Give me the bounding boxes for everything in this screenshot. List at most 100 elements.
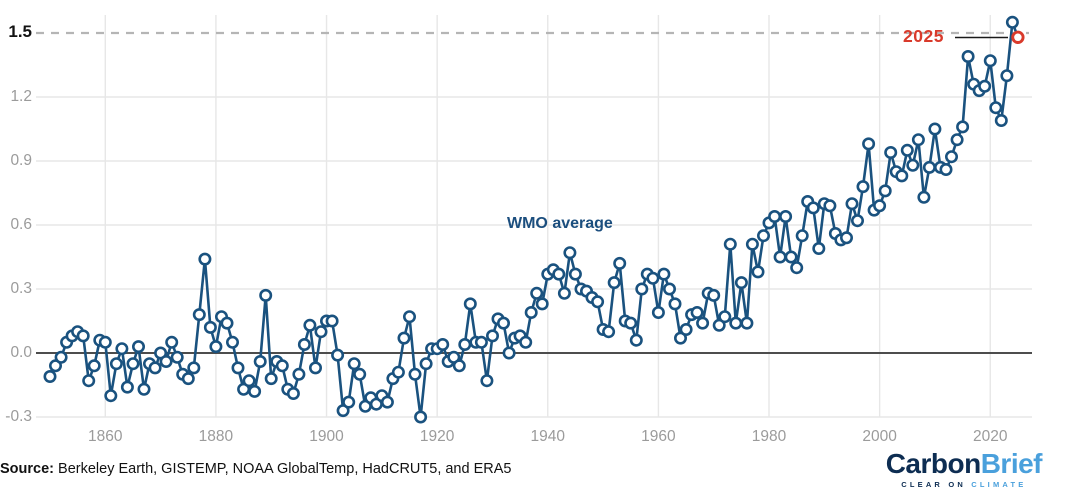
data-point[interactable] xyxy=(485,329,499,343)
data-point[interactable] xyxy=(944,150,958,164)
data-point[interactable] xyxy=(132,340,146,354)
data-point[interactable] xyxy=(989,101,1003,115)
data-point[interactable] xyxy=(740,316,754,330)
data-point[interactable] xyxy=(524,305,538,319)
data-point[interactable] xyxy=(242,374,256,388)
data-point[interactable] xyxy=(187,361,201,375)
data-point[interactable] xyxy=(408,367,422,381)
data-point[interactable] xyxy=(181,372,195,386)
data-point[interactable] xyxy=(159,354,173,368)
data-point[interactable] xyxy=(862,137,876,151)
data-point[interactable] xyxy=(165,335,179,349)
data-point[interactable] xyxy=(303,318,317,332)
data-point[interactable] xyxy=(768,210,782,224)
data-point[interactable] xyxy=(275,359,289,373)
carbonbrief-logo[interactable]: CarbonBrief CLEAR ON CLIMATE xyxy=(886,450,1043,490)
data-point[interactable] xyxy=(402,310,416,324)
data-point[interactable] xyxy=(54,350,68,364)
data-point[interactable] xyxy=(795,229,809,243)
data-point[interactable] xyxy=(436,337,450,351)
data-point[interactable] xyxy=(137,382,151,396)
data-point[interactable] xyxy=(414,410,428,424)
data-point[interactable] xyxy=(1005,15,1019,29)
data-point[interactable] xyxy=(873,199,887,213)
data-point[interactable] xyxy=(76,329,90,343)
data-point[interactable] xyxy=(568,267,582,281)
data-point[interactable] xyxy=(635,282,649,296)
data-point[interactable] xyxy=(662,282,676,296)
data-point[interactable] xyxy=(286,386,300,400)
data-point[interactable] xyxy=(629,333,643,347)
data-point[interactable] xyxy=(120,380,134,394)
data-point[interactable] xyxy=(911,133,925,147)
data-point[interactable] xyxy=(994,114,1008,128)
data-point[interactable] xyxy=(712,318,726,332)
data-point[interactable] xyxy=(922,160,936,174)
data-point[interactable] xyxy=(209,340,223,354)
data-point[interactable] xyxy=(823,199,837,213)
data-point[interactable] xyxy=(673,331,687,345)
data-point[interactable] xyxy=(607,276,621,290)
data-point[interactable] xyxy=(502,346,516,360)
data-point[interactable] xyxy=(253,354,267,368)
data-point[interactable] xyxy=(463,297,477,311)
data-point[interactable] xyxy=(331,348,345,362)
data-point[interactable] xyxy=(170,350,184,364)
data-point[interactable] xyxy=(496,316,510,330)
data-point[interactable] xyxy=(264,372,278,386)
data-point[interactable] xyxy=(779,210,793,224)
data-point[interactable] xyxy=(950,133,964,147)
data-point[interactable] xyxy=(530,286,544,300)
data-point[interactable] xyxy=(535,297,549,311)
data-point[interactable] xyxy=(192,308,206,322)
data-point[interactable] xyxy=(729,316,743,330)
data-point[interactable] xyxy=(148,361,162,375)
data-point-highlight-2025[interactable] xyxy=(1011,30,1025,44)
data-point[interactable] xyxy=(452,359,466,373)
data-point[interactable] xyxy=(1000,69,1014,83)
data-point[interactable] xyxy=(82,374,96,388)
data-point[interactable] xyxy=(718,310,732,324)
data-point[interactable] xyxy=(342,395,356,409)
data-point[interactable] xyxy=(353,367,367,381)
data-point[interactable] xyxy=(474,335,488,349)
data-point[interactable] xyxy=(679,322,693,336)
data-point[interactable] xyxy=(325,314,339,328)
data-point[interactable] xyxy=(845,197,859,211)
data-point[interactable] xyxy=(900,143,914,157)
data-point[interactable] xyxy=(856,180,870,194)
data-point[interactable] xyxy=(297,337,311,351)
data-point[interactable] xyxy=(646,271,660,285)
data-point[interactable] xyxy=(895,169,909,183)
data-point[interactable] xyxy=(812,242,826,256)
data-point[interactable] xyxy=(884,146,898,160)
data-point[interactable] xyxy=(651,305,665,319)
data-point[interactable] xyxy=(696,316,710,330)
data-point[interactable] xyxy=(43,369,57,383)
data-point[interactable] xyxy=(314,325,328,339)
data-point[interactable] xyxy=(839,231,853,245)
data-point[interactable] xyxy=(248,384,262,398)
data-point[interactable] xyxy=(806,201,820,215)
data-point[interactable] xyxy=(397,331,411,345)
data-point[interactable] xyxy=(109,357,123,371)
data-point[interactable] xyxy=(226,335,240,349)
data-point[interactable] xyxy=(961,49,975,63)
data-point[interactable] xyxy=(220,316,234,330)
data-point[interactable] xyxy=(773,250,787,264)
data-point[interactable] xyxy=(231,361,245,375)
data-point[interactable] xyxy=(563,246,577,260)
data-point[interactable] xyxy=(519,335,533,349)
data-point[interactable] xyxy=(292,367,306,381)
data-point[interactable] xyxy=(347,357,361,371)
data-point[interactable] xyxy=(723,237,737,251)
data-point[interactable] xyxy=(751,265,765,279)
data-point[interactable] xyxy=(591,295,605,309)
data-point[interactable] xyxy=(928,122,942,136)
data-point[interactable] xyxy=(956,120,970,134)
data-point[interactable] xyxy=(939,163,953,177)
data-point[interactable] xyxy=(308,361,322,375)
data-point[interactable] xyxy=(784,250,798,264)
data-point[interactable] xyxy=(668,297,682,311)
data-point[interactable] xyxy=(624,316,638,330)
